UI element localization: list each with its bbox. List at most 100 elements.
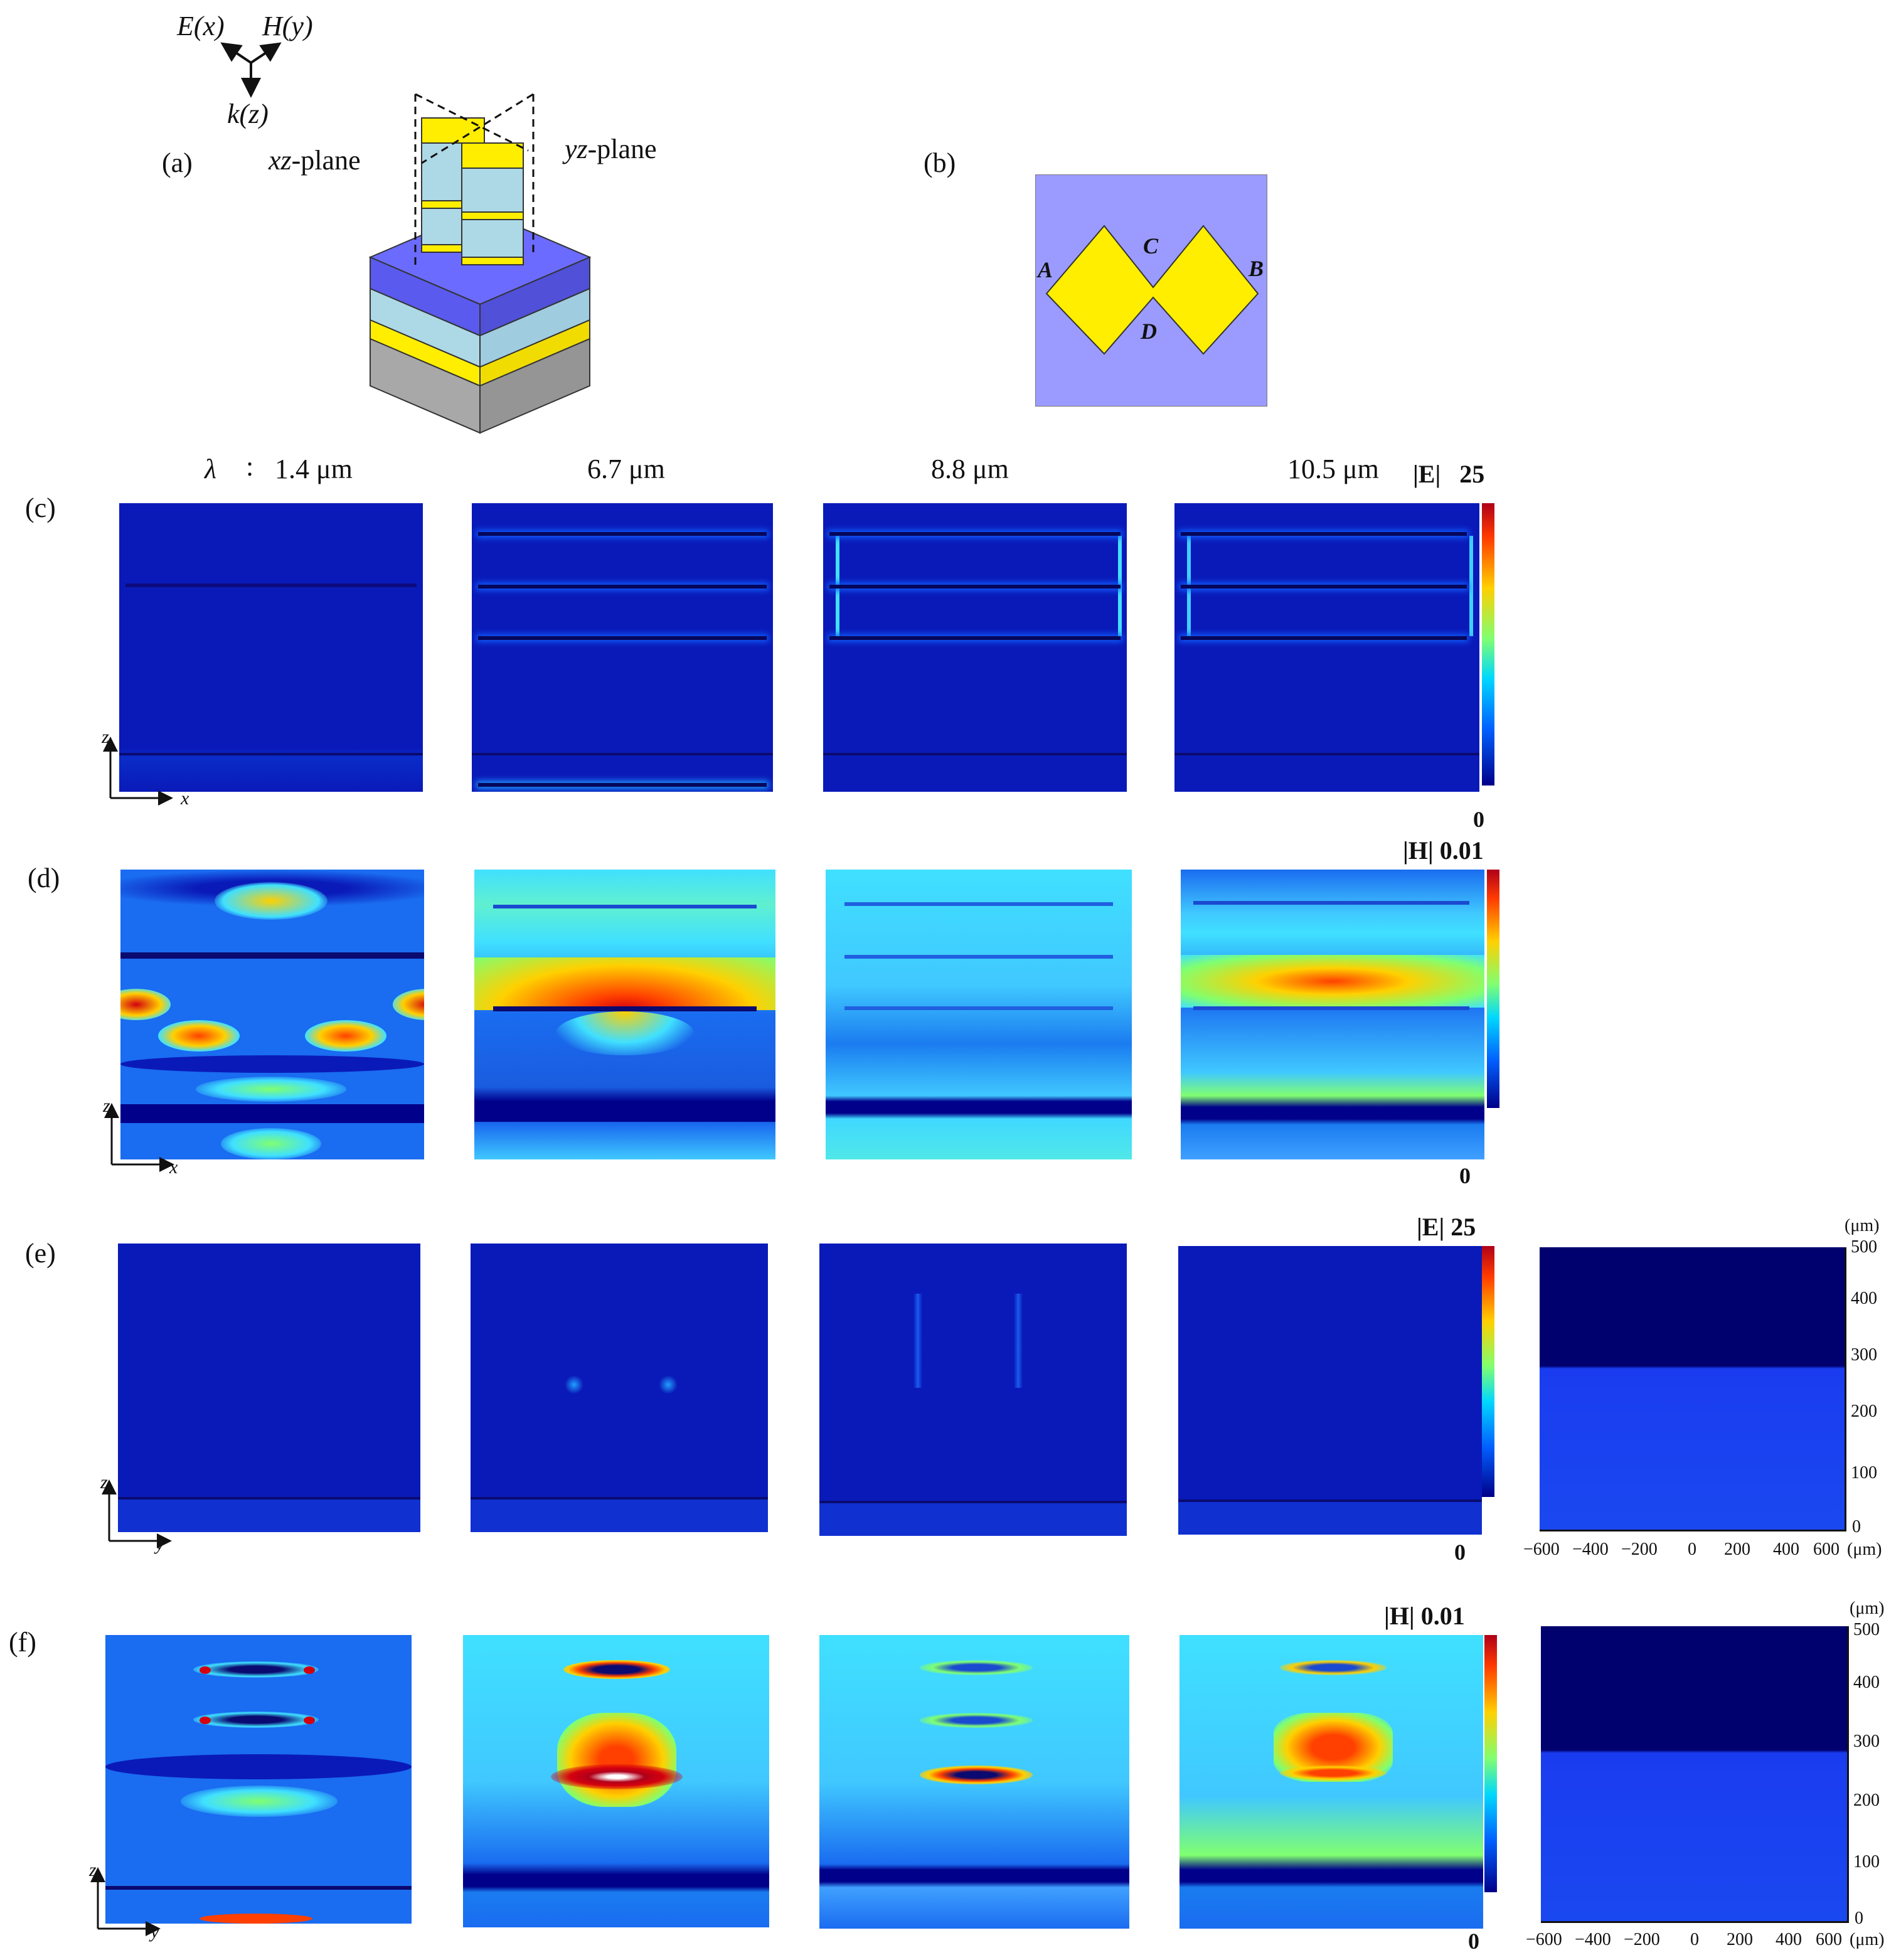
- wavelength-4: 10.5 μm: [1287, 454, 1379, 484]
- side-plot-f-xtick-5: 200: [1727, 1930, 1753, 1949]
- field-map-f-2: [463, 1635, 769, 1927]
- wavelength-2: 6.7 μm: [587, 454, 665, 484]
- side-plot-e-xtick-4: 0: [1688, 1540, 1696, 1559]
- colorbar-d: [1487, 870, 1499, 1108]
- side-plot-e-ytick-0: 0: [1852, 1517, 1861, 1537]
- side-plot-f-ytick-0: 0: [1855, 1909, 1863, 1928]
- field-map-c-4: [1174, 503, 1479, 792]
- colorbar-f-label: |H| 0.01: [1384, 1602, 1465, 1630]
- lambda-colon: :: [246, 451, 254, 482]
- side-plot-e-xtick-2: −400: [1572, 1540, 1609, 1559]
- label-e: (e): [25, 1238, 56, 1269]
- axis-icon-d: [104, 1103, 174, 1172]
- side-plot-f-ytick-400: 400: [1853, 1673, 1880, 1692]
- field-map-f-4: [1179, 1635, 1483, 1929]
- side-plot-f-unit: (μm): [1850, 1599, 1885, 1618]
- side-plot-f-ytick-100: 100: [1853, 1852, 1880, 1872]
- colorbar-d-min: 0: [1459, 1163, 1471, 1188]
- axis-e-z: z: [100, 1472, 108, 1493]
- side-plot-e-xtick-6: 400: [1773, 1540, 1799, 1559]
- side-plot-f-xunit: (μm): [1850, 1930, 1885, 1949]
- point-a-label: A: [1038, 257, 1053, 282]
- side-plot-e-xtick-3: −200: [1621, 1540, 1658, 1559]
- point-d-label: D: [1141, 319, 1157, 344]
- field-map-e-3: [819, 1244, 1127, 1536]
- axis-c-x: x: [181, 788, 189, 809]
- side-plot-f-bottom-axis: [1541, 1921, 1849, 1923]
- side-plot-e-ytick-400: 400: [1851, 1289, 1877, 1308]
- side-plot-e-xunit: (μm): [1847, 1540, 1882, 1559]
- side-plot-e-xtick-5: 200: [1724, 1540, 1750, 1559]
- field-map-d-2: [474, 870, 775, 1159]
- axis-icon-f: [90, 1867, 161, 1936]
- colorbar-f-min: 0: [1468, 1929, 1479, 1954]
- side-plot-f-xtick-4: 0: [1690, 1930, 1699, 1949]
- side-plot-e-ytick-500: 500: [1851, 1237, 1877, 1257]
- side-plot-f-ytick-200: 200: [1853, 1791, 1880, 1810]
- colorbar-e-label: |E| 25: [1417, 1213, 1476, 1241]
- field-map-d-3: [826, 870, 1132, 1159]
- side-plot-e-ytick-100: 100: [1851, 1463, 1877, 1483]
- side-plot-f-ytick-300: 300: [1853, 1732, 1880, 1751]
- field-map-e-4: [1178, 1246, 1482, 1535]
- side-plot-e: [1540, 1247, 1845, 1530]
- side-plot-f-xtick-7: 600: [1816, 1930, 1842, 1949]
- point-c-label: C: [1143, 233, 1159, 258]
- colorbar-f: [1484, 1635, 1497, 1892]
- e-field-axis-label: E(x): [177, 11, 225, 41]
- axis-d-x: x: [169, 1157, 178, 1178]
- colorbar-c-min: 0: [1473, 807, 1484, 832]
- field-map-f-1: [105, 1635, 412, 1924]
- field-map-c-1: [119, 503, 423, 792]
- field-map-d-4: [1181, 870, 1484, 1159]
- lambda-symbol: λ: [205, 454, 217, 484]
- field-map-c-3: [823, 503, 1127, 792]
- field-map-f-3: [819, 1635, 1129, 1929]
- metamaterial-unit-cell-3d: [368, 93, 592, 434]
- wavelength-3: 8.8 μm: [931, 454, 1009, 484]
- axis-d-z: z: [103, 1095, 110, 1116]
- side-plot-f-xtick-3: −200: [1624, 1930, 1660, 1949]
- label-c: (c): [25, 493, 56, 523]
- side-plot-e-unit: (μm): [1845, 1216, 1880, 1235]
- colorbar-c: [1482, 503, 1494, 786]
- colorbar-e: [1482, 1246, 1494, 1497]
- h-field-axis-label: H(y): [262, 11, 313, 41]
- side-plot-e-xtick-1: −600: [1523, 1540, 1560, 1559]
- colorbar-e-min: 0: [1454, 1540, 1466, 1565]
- side-plot-f-xtick-6: 400: [1776, 1930, 1802, 1949]
- axis-f-z: z: [89, 1860, 97, 1880]
- point-b-label: B: [1249, 256, 1264, 281]
- side-plot-f: [1541, 1626, 1847, 1921]
- k-vector-axis-label: k(z): [227, 99, 269, 129]
- axis-e-y: y: [156, 1533, 164, 1554]
- side-plot-e-xtick-7: 600: [1813, 1540, 1840, 1559]
- label-b: (b): [924, 147, 956, 178]
- field-map-e-1: [118, 1244, 420, 1532]
- side-plot-e-bottom-axis: [1540, 1530, 1846, 1531]
- axis-icon-e: [102, 1479, 172, 1548]
- axis-icon-c: [103, 737, 173, 806]
- side-plot-e-ytick-300: 300: [1851, 1345, 1877, 1365]
- yz-plane-label: yz-plane: [565, 134, 657, 164]
- side-plot-f-xtick-2: −400: [1575, 1930, 1611, 1949]
- field-map-e-2: [471, 1244, 768, 1532]
- side-plot-f-xtick-1: −600: [1526, 1930, 1562, 1949]
- side-plot-e-ytick-200: 200: [1851, 1402, 1877, 1421]
- field-map-d-1: [120, 870, 424, 1159]
- label-a: (a): [162, 147, 193, 178]
- side-plot-f-right-axis: [1847, 1626, 1849, 1921]
- label-d: (d): [28, 863, 60, 893]
- side-plot-e-right-axis: [1845, 1247, 1846, 1530]
- wavelength-1: 1.4 μm: [275, 454, 353, 484]
- unit-cell-top-view: [1035, 174, 1267, 407]
- colorbar-c-label: |E| 25: [1413, 460, 1485, 488]
- colorbar-d-label: |H| 0.01: [1403, 836, 1484, 865]
- polarization-axes-icon: [220, 42, 282, 98]
- axis-c-z: z: [102, 727, 109, 747]
- axis-f-y: y: [151, 1921, 159, 1942]
- xz-plane-label: xz-plane: [269, 145, 361, 176]
- side-plot-f-ytick-500: 500: [1853, 1620, 1880, 1639]
- label-f: (f): [9, 1627, 36, 1658]
- field-map-c-2: [472, 503, 773, 792]
